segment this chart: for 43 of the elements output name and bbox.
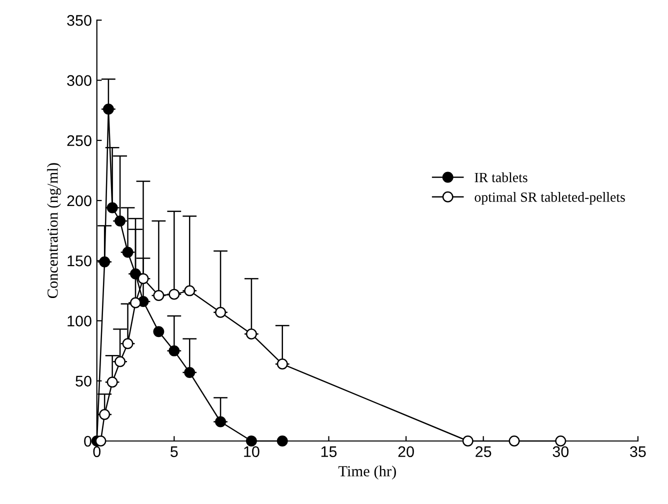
x-tick-label: 35 <box>630 446 646 458</box>
point <box>462 436 474 446</box>
legend-label: optimal SR tableted-pellets <box>474 192 625 205</box>
x-tick-label: 5 <box>170 446 178 458</box>
point <box>508 436 520 446</box>
point <box>276 358 288 370</box>
y-tick-label: 100 <box>68 316 92 326</box>
point <box>122 246 134 258</box>
x-tick-label: 15 <box>321 446 337 458</box>
point <box>99 409 110 420</box>
point <box>184 366 196 378</box>
point <box>184 285 196 296</box>
x-tick-label: 30 <box>552 446 569 458</box>
y-tick-label: 50 <box>76 376 92 387</box>
x-tick-label: 25 <box>476 446 492 458</box>
point <box>153 326 164 338</box>
point <box>246 328 257 340</box>
point <box>215 416 226 428</box>
point <box>246 436 257 446</box>
y-tick-label: 0 <box>84 436 92 447</box>
point <box>95 436 106 446</box>
y-tick-label: 300 <box>67 75 92 86</box>
x-tick-label: 0 <box>93 446 101 458</box>
point <box>130 268 141 280</box>
point <box>114 356 126 368</box>
point <box>138 273 149 284</box>
point <box>276 436 288 446</box>
y-tick-label: 200 <box>67 195 92 206</box>
y-tick-label: 150 <box>68 256 92 266</box>
y-axis-title: Concentration (ng/ml) <box>47 163 61 298</box>
point <box>99 256 110 268</box>
x-tick-label: 20 <box>398 446 414 458</box>
point <box>106 376 118 388</box>
x-axis-title: Time (hr) <box>338 466 396 480</box>
y-tick-label: 350 <box>67 15 92 26</box>
point <box>122 338 134 350</box>
x-tick-label: 10 <box>244 446 260 458</box>
point <box>102 104 114 115</box>
y-tick-label: 250 <box>67 135 92 146</box>
legend-label: IR tablets <box>474 172 528 182</box>
point <box>215 306 226 318</box>
point <box>555 436 566 446</box>
point <box>168 345 180 356</box>
